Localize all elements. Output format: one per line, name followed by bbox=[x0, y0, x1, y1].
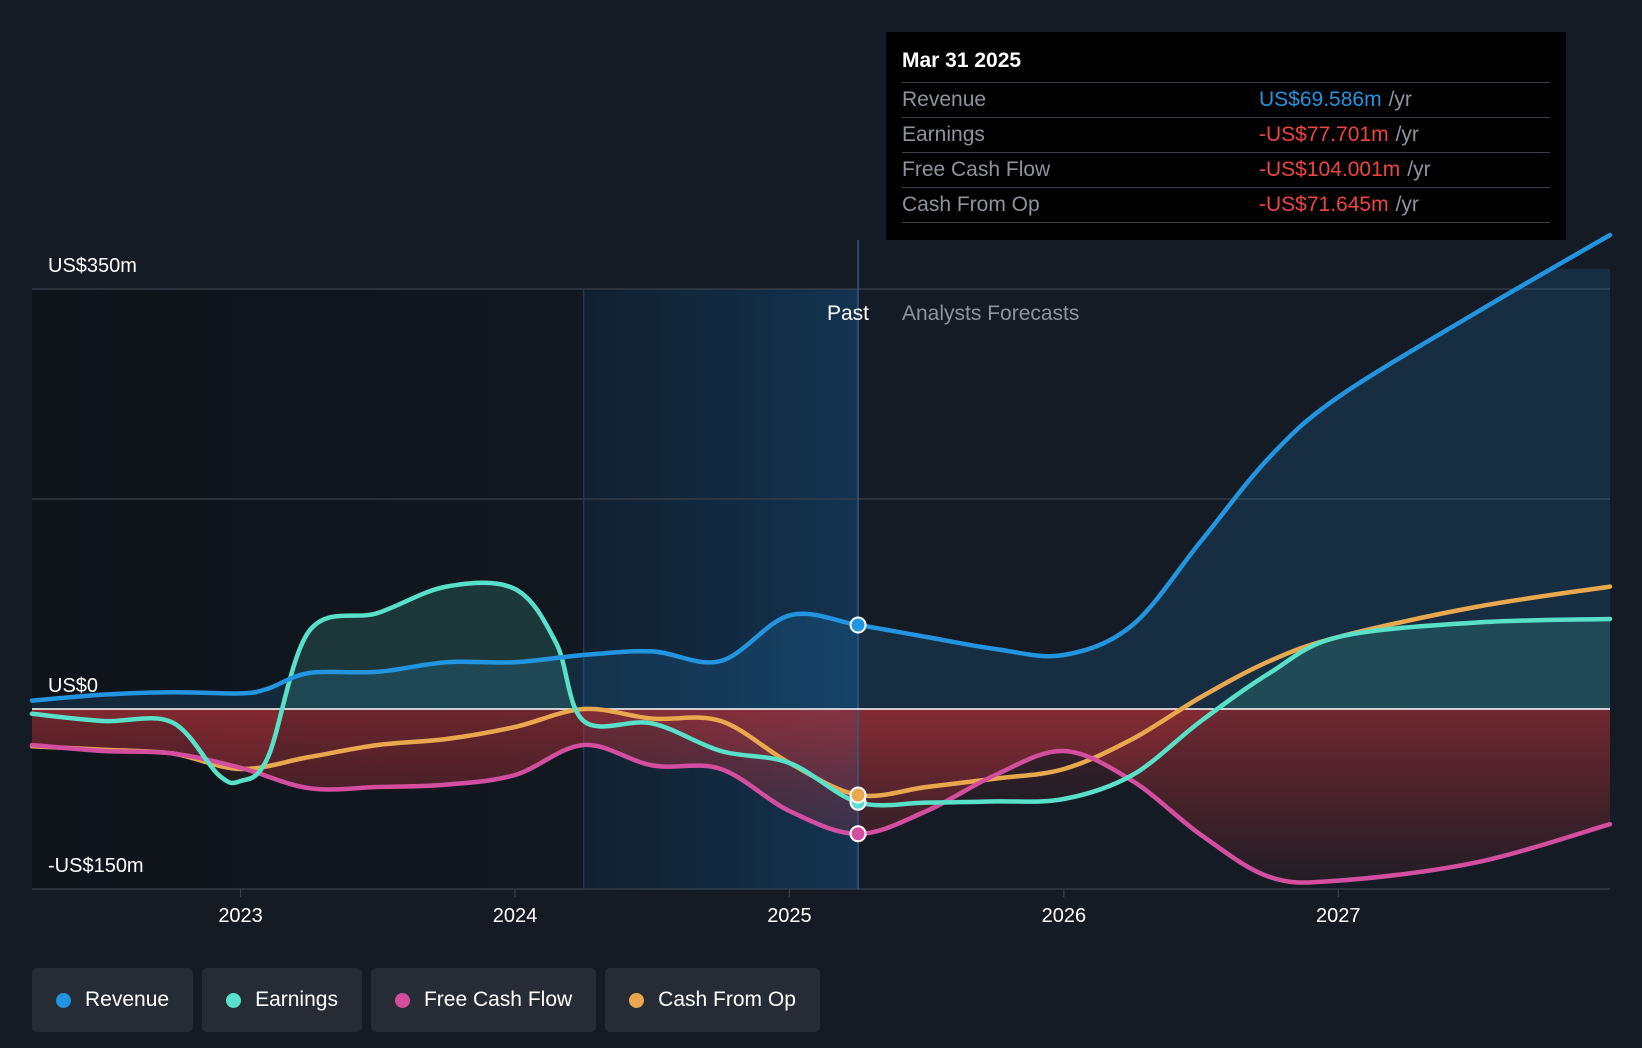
grid-lines bbox=[32, 288, 1610, 890]
forecast-label: Analysts Forecasts bbox=[902, 302, 1079, 325]
tooltip-unit: /yr bbox=[1388, 88, 1412, 111]
revenue-line bbox=[29, 232, 1613, 703]
x-tick-label: 2026 bbox=[1042, 905, 1087, 927]
x-tick-label: 2023 bbox=[218, 905, 263, 927]
revenue-dot-icon bbox=[56, 992, 71, 1008]
earnings-dot-icon bbox=[226, 992, 242, 1008]
tooltip-label: Cash From Op bbox=[902, 193, 1040, 216]
tooltip-label: Revenue bbox=[902, 88, 987, 111]
tooltip-label: Free Cash Flow bbox=[902, 158, 1051, 181]
tooltip-row-cash-from-op: Cash From Op -US$71.645m /yr bbox=[902, 187, 1550, 223]
legend-item-earnings[interactable]: Earnings bbox=[202, 968, 362, 1032]
legend-label: Free Cash Flow bbox=[423, 988, 573, 1011]
tooltip-value: US$69.586m bbox=[1259, 88, 1382, 111]
legend-label: Earnings bbox=[255, 988, 338, 1011]
tooltip-unit: /yr bbox=[1395, 193, 1419, 216]
revenue-marker bbox=[849, 616, 867, 634]
x-tick-label: 2024 bbox=[493, 905, 538, 927]
y-axis-min-label: -US$150m bbox=[48, 855, 144, 877]
legend: Revenue Earnings Free Cash Flow Cash Fro… bbox=[32, 968, 820, 1032]
series-lines bbox=[29, 232, 1613, 885]
tooltip-value: -US$77.701m bbox=[1259, 123, 1389, 146]
legend-item-cash-from-op[interactable]: Cash From Op bbox=[605, 968, 820, 1032]
past-label: Past bbox=[827, 302, 869, 325]
cash-from-op-dot-icon bbox=[629, 992, 645, 1008]
tooltip-row-earnings: Earnings -US$77.701m /yr bbox=[902, 117, 1550, 152]
revenue-area-positive bbox=[32, 269, 1610, 709]
chart-area: US$350m US$0 -US$150m Past Analysts Fore… bbox=[29, 232, 1613, 927]
tooltip-value: -US$104.001m bbox=[1259, 158, 1401, 181]
legend-label: Cash From Op bbox=[658, 988, 796, 1011]
free-cash-flow-area-negative bbox=[32, 709, 1610, 883]
tooltip-label: Earnings bbox=[902, 123, 985, 146]
cash-from-op-marker bbox=[849, 786, 867, 804]
y-axis-max-label: US$350m bbox=[48, 255, 137, 277]
x-axis-ticks: 2023 2024 2025 2026 2027 bbox=[218, 889, 1361, 927]
tooltip-row-free-cash-flow: Free Cash Flow -US$104.001m /yr bbox=[902, 152, 1550, 187]
earnings-area-positive bbox=[32, 582, 1610, 709]
tooltip-date: Mar 31 2025 bbox=[902, 49, 1022, 72]
legend-item-revenue[interactable]: Revenue bbox=[32, 968, 194, 1032]
series-areas bbox=[32, 269, 1610, 883]
legend-label: Revenue bbox=[85, 988, 170, 1011]
y-axis-zero-label: US$0 bbox=[48, 675, 98, 697]
free-cash-flow-line bbox=[29, 742, 1613, 885]
tooltip-unit: /yr bbox=[1407, 158, 1431, 181]
legend-item-free-cash-flow[interactable]: Free Cash Flow bbox=[370, 968, 597, 1032]
tooltip-unit: /yr bbox=[1395, 123, 1419, 146]
tooltip-row-revenue: Revenue US$69.586m /yr bbox=[902, 82, 1550, 117]
free-cash-flow-marker bbox=[849, 825, 867, 843]
free-cash-flow-dot-icon bbox=[394, 992, 410, 1008]
tooltip: Mar 31 2025 Revenue US$69.586m /yr Earni… bbox=[886, 32, 1566, 240]
series-markers bbox=[849, 616, 867, 843]
tooltip-value: -US$71.645m bbox=[1259, 193, 1389, 216]
x-tick-label: 2027 bbox=[1316, 905, 1361, 927]
x-tick-label: 2025 bbox=[767, 905, 812, 927]
cash-from-op-line bbox=[29, 584, 1613, 799]
earnings-line bbox=[29, 580, 1613, 808]
